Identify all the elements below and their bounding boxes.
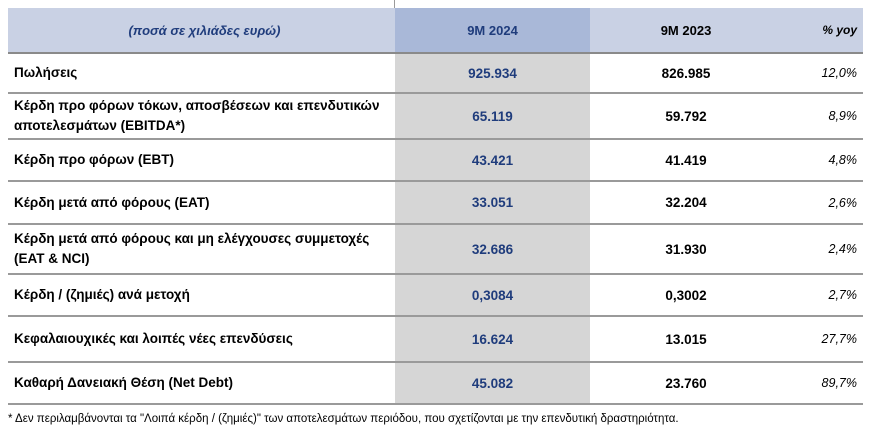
row-current-value: 925.934 bbox=[395, 54, 590, 92]
row-prior-value: 826.985 bbox=[661, 65, 711, 81]
row-label: Κέρδη / (ζημιές) ανά μετοχή bbox=[14, 287, 190, 302]
row-current-value: 43.421 bbox=[395, 140, 590, 180]
row-label: Κέρδη μετά από φόρους (EAT) bbox=[14, 194, 210, 210]
row-label: Κέρδη προ φόρων τόκων, αποσβέσεων και επ… bbox=[14, 98, 380, 133]
row-change-value: 8,9% bbox=[828, 109, 858, 123]
row-current-value: 33.051 bbox=[395, 182, 590, 223]
row-label: Κεφαλαιουχικές και λοιπές νέες επενδύσει… bbox=[14, 331, 293, 346]
row-prior-value: 59.792 bbox=[665, 108, 707, 124]
row-label: Καθαρή Δανειακή Θέση (Net Debt) bbox=[14, 375, 233, 390]
row-change-value: 2,4% bbox=[828, 242, 858, 256]
table-row: Πωλήσεις 925.934 826.985 12,0% bbox=[8, 54, 863, 94]
table-row: Κέρδη μετά από φόρους (EAT) 33.051 32.20… bbox=[8, 182, 863, 225]
header-col-current: 9M 2024 bbox=[395, 8, 590, 52]
row-prior-value: 31.930 bbox=[665, 241, 707, 257]
row-prior-value: 41.419 bbox=[665, 152, 707, 168]
header-col-change: % yoy bbox=[822, 23, 857, 37]
row-prior-value: 13.015 bbox=[665, 331, 707, 347]
row-current-value: 32.686 bbox=[395, 225, 590, 273]
table-row: Κέρδη μετά από φόρους και μη ελέγχουσες … bbox=[8, 225, 863, 275]
row-change-value: 89,7% bbox=[821, 376, 857, 390]
top-divider bbox=[394, 0, 395, 8]
footnote: * Δεν περιλαμβάνονται τα "Λοιπά κέρδη / … bbox=[8, 413, 679, 425]
row-prior-value: 0,3002 bbox=[665, 287, 707, 303]
row-label: Πωλήσεις bbox=[14, 65, 78, 80]
row-change-value: 2,7% bbox=[828, 288, 858, 302]
table-row: Κεφαλαιουχικές και λοιπές νέες επενδύσει… bbox=[8, 317, 863, 363]
table-row: Κέρδη προ φόρων (EBT) 43.421 41.419 4,8% bbox=[8, 140, 863, 182]
table-row: Καθαρή Δανειακή Θέση (Net Debt) 45.082 2… bbox=[8, 363, 863, 405]
row-change-value: 12,0% bbox=[821, 66, 857, 80]
financial-table: (ποσά σε χιλιάδες ευρώ) 9M 2024 9M 2023 … bbox=[8, 8, 863, 405]
row-change-value: 4,8% bbox=[828, 153, 858, 167]
row-current-value: 45.082 bbox=[395, 363, 590, 403]
header-description: (ποσά σε χιλιάδες ευρώ) bbox=[128, 22, 281, 38]
row-label: Κέρδη προ φόρων (EBT) bbox=[14, 152, 174, 167]
row-prior-value: 32.204 bbox=[665, 195, 707, 210]
row-current-value: 16.624 bbox=[395, 317, 590, 361]
table-row: Κέρδη προ φόρων τόκων, αποσβέσεων και επ… bbox=[8, 94, 863, 140]
row-prior-value: 23.760 bbox=[665, 375, 707, 391]
table-header-row: (ποσά σε χιλιάδες ευρώ) 9M 2024 9M 2023 … bbox=[8, 8, 863, 54]
row-label: Κέρδη μετά από φόρους και μη ελέγχουσες … bbox=[14, 231, 370, 266]
table-row: Κέρδη / (ζημιές) ανά μετοχή 0,3084 0,300… bbox=[8, 275, 863, 317]
header-col-prior: 9M 2023 bbox=[660, 22, 712, 38]
row-current-value: 0,3084 bbox=[395, 275, 590, 315]
row-change-value: 2,6% bbox=[828, 195, 858, 210]
row-change-value: 27,7% bbox=[821, 332, 857, 346]
row-current-value: 65.119 bbox=[395, 94, 590, 138]
